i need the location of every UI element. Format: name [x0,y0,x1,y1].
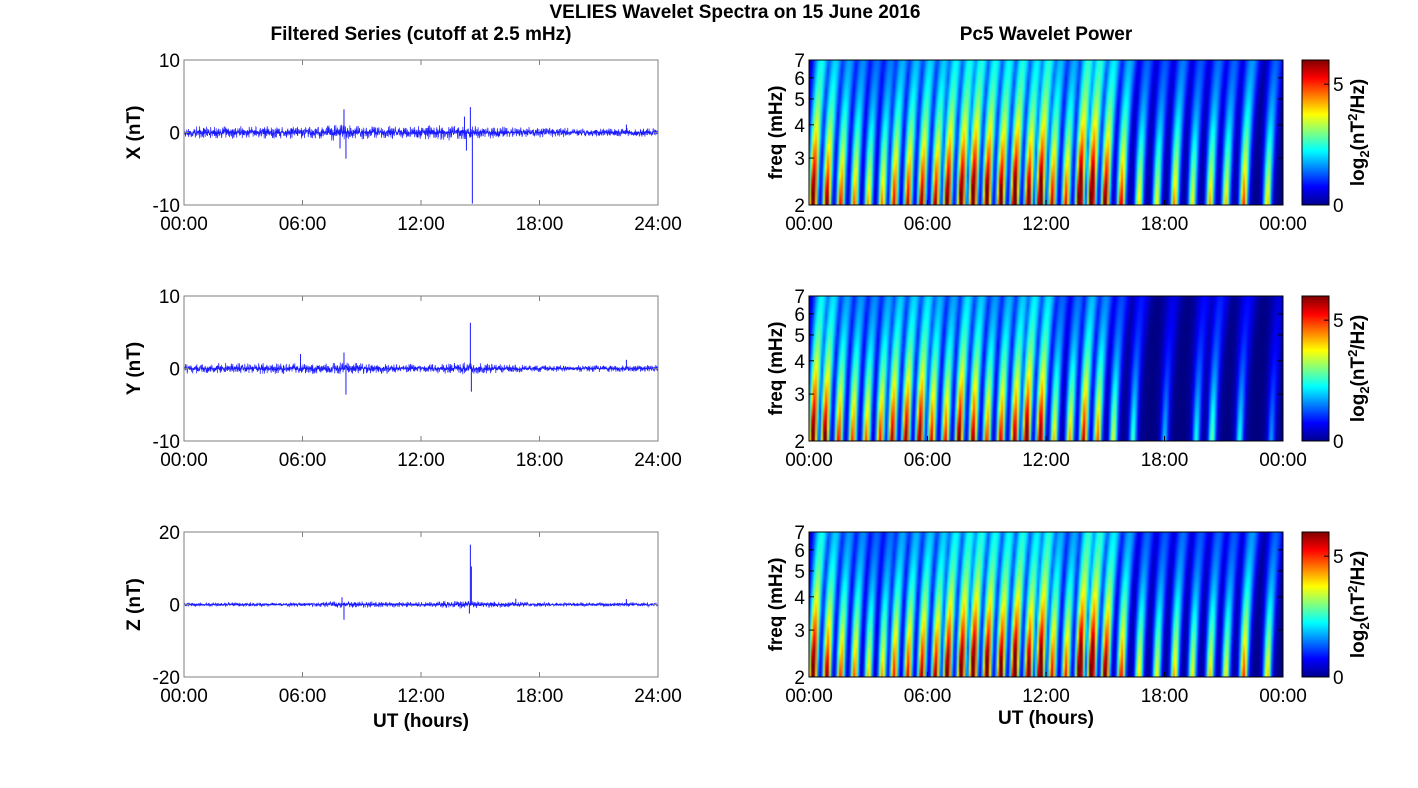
y-tick-label: 20 [159,523,180,544]
colorbar [1301,295,1330,442]
colorbar-tick-label: 0 [1333,432,1344,453]
y-tick-label: 7 [794,51,805,72]
x-tick-label: 06:00 [904,450,952,471]
x-tick-label: 00:00 [160,450,208,471]
x-tick-label: 00:00 [1259,450,1307,471]
y-tick-label: 5 [794,562,805,583]
series-trace [183,124,659,141]
x-tick-label: 00:00 [785,214,833,235]
colorbar [1301,531,1330,678]
x-tick-label: 06:00 [904,214,952,235]
x-tick-label: 12:00 [1022,214,1070,235]
y-tick-label: 2 [794,668,805,689]
series-trace [183,600,659,609]
x-tick-label: 00:00 [160,214,208,235]
x-tick-label: 00:00 [1259,214,1307,235]
y-tick-label: -20 [153,668,180,689]
y-tick-label: 7 [794,523,805,544]
y-tick-label: 5 [794,326,805,347]
y-tick-label: 10 [159,51,180,72]
y-tick-label: 3 [794,385,805,406]
x-tick-label: 00:00 [785,686,833,707]
x-tick-label: 18:00 [1141,686,1189,707]
x-tick-label: 12:00 [1022,450,1070,471]
wavelet-power-image [809,60,1283,205]
x-tick-label: 12:00 [1022,686,1070,707]
x-tick-label: 24:00 [634,686,682,707]
x-tick-label: 06:00 [279,214,327,235]
colorbar-tick-label: 5 [1333,75,1344,96]
x-axis-label: UT (hours) [373,711,469,732]
y-tick-label: 6 [794,305,805,326]
y-tick-label: 7 [794,287,805,308]
y-tick-label: 3 [794,149,805,170]
x-tick-label: 12:00 [397,686,445,707]
x-tick-label: 12:00 [397,214,445,235]
y-axis-label: Z (nT) [124,578,145,631]
colorbar [1301,59,1330,206]
y-tick-label: -10 [153,196,180,217]
y-tick-label: 0 [169,124,180,145]
x-tick-label: 00:00 [160,686,208,707]
x-tick-label: 24:00 [634,450,682,471]
x-tick-label: 06:00 [279,686,327,707]
series-trace [183,362,659,375]
y-tick-label: 0 [169,360,180,381]
x-tick-label: 18:00 [1141,450,1189,471]
y-tick-label: 6 [794,69,805,90]
y-axis-label: freq (mHz) [766,322,787,416]
y-axis-label: freq (mHz) [766,558,787,652]
y-tick-label: 4 [794,116,805,137]
colorbar-tick-label: 5 [1333,547,1344,568]
y-tick-label: 4 [794,588,805,609]
y-tick-label: 0 [169,596,180,617]
colorbar-tick-label: 5 [1333,311,1344,332]
x-tick-label: 18:00 [516,686,564,707]
colorbar-label: log2(nT2/Hz) [1345,315,1372,422]
x-tick-label: 18:00 [1141,214,1189,235]
colorbar-tick-label: 0 [1333,668,1344,689]
y-tick-label: 6 [794,541,805,562]
colorbar-label: log2(nT2/Hz) [1345,79,1372,186]
x-tick-label: 18:00 [516,214,564,235]
y-tick-label: -10 [153,432,180,453]
y-tick-label: 5 [794,90,805,111]
figure-title: VELIES Wavelet Spectra on 15 June 2016 [549,2,920,23]
y-tick-label: 3 [794,621,805,642]
x-tick-label: 00:00 [785,450,833,471]
x-tick-label: 12:00 [397,450,445,471]
x-tick-label: 24:00 [634,214,682,235]
left-column-title: Filtered Series (cutoff at 2.5 mHz) [271,24,572,45]
y-tick-label: 2 [794,432,805,453]
y-tick-label: 2 [794,196,805,217]
wavelet-power-image [809,296,1283,441]
colorbar-tick-label: 0 [1333,196,1344,217]
y-axis-label: X (nT) [124,106,145,160]
y-axis-label: freq (mHz) [766,86,787,180]
right-column-title: Pc5 Wavelet Power [960,24,1133,45]
x-tick-label: 00:00 [1259,686,1307,707]
y-tick-label: 10 [159,287,180,308]
y-axis-label: Y (nT) [124,342,145,395]
colorbar-label: log2(nT2/Hz) [1345,551,1372,658]
x-tick-label: 06:00 [279,450,327,471]
x-tick-label: 18:00 [516,450,564,471]
x-tick-label: 06:00 [904,686,952,707]
wavelet-power-image [809,532,1283,677]
y-tick-label: 4 [794,352,805,373]
x-axis-label: UT (hours) [998,708,1094,729]
